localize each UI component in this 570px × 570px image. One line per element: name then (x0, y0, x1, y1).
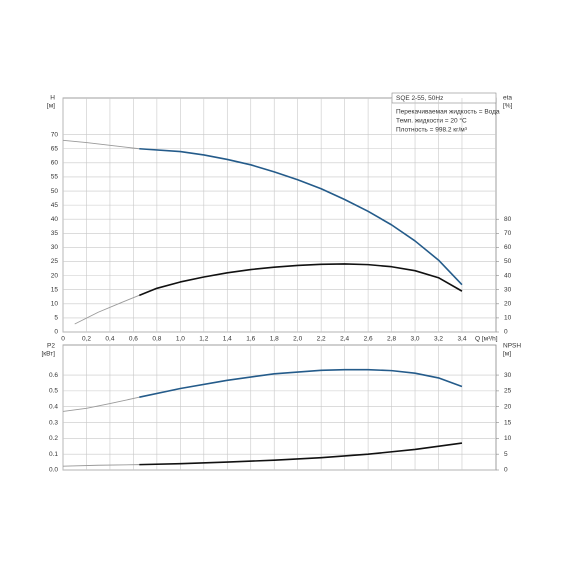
y-tick-label: 60 (51, 160, 59, 167)
curve (139, 368, 463, 399)
y2-tick-label: 70 (504, 230, 512, 237)
y2-tick-label: 5 (504, 451, 508, 458)
y2-unit: [%] (503, 103, 513, 110)
x-tick-label: 2,0 (293, 336, 302, 343)
y-tick-label: 50 (51, 188, 59, 195)
y-tick-label: 20 (51, 272, 59, 279)
y-tick-label: 15 (51, 286, 59, 293)
y2-tick-label: 0 (504, 467, 508, 474)
annotation-line: Плотность = 998.2 кг/м³ (396, 127, 468, 134)
annotation-box (391, 92, 497, 104)
y2-tick-label: 20 (504, 301, 512, 308)
x-tick-label: 1,0 (176, 336, 185, 343)
x-tick-label: 0 (61, 336, 65, 343)
x-tick-label: 3,4 (457, 336, 466, 343)
y-tick-label: 0.4 (49, 403, 58, 410)
y-tick-label: 0.2 (49, 435, 58, 442)
plot-frame (62, 344, 497, 471)
curve (62, 464, 140, 467)
y-tick-label: 0.6 (49, 372, 58, 379)
curve (74, 294, 140, 325)
y-tick-label: 30 (51, 244, 59, 251)
y2-tick-label: 50 (504, 258, 512, 265)
y2-label: NPSH (503, 343, 521, 350)
curve (62, 396, 140, 412)
y2-tick-label: 20 (504, 403, 512, 410)
x-tick-label: 2,6 (364, 336, 373, 343)
annotation-title: SQE 2-55, 50Hz (396, 95, 443, 102)
y-label: P2 (47, 343, 55, 350)
curve (62, 139, 140, 150)
y-tick-label: 10 (51, 301, 59, 308)
y-tick-label: 0 (54, 329, 58, 336)
y-tick-label: 0.0 (49, 467, 58, 474)
y2-tick-label: 15 (504, 419, 512, 426)
x-tick-label: 0,6 (129, 336, 138, 343)
y-label: H (50, 95, 55, 102)
x-tick-label: 3,2 (434, 336, 443, 343)
x-tick-label: 1,4 (223, 336, 232, 343)
y-tick-label: 5 (54, 315, 58, 322)
y-unit: [м] (47, 103, 55, 110)
y-tick-label: 25 (51, 258, 59, 265)
y-tick-label: 35 (51, 230, 59, 237)
y2-unit: [м] (503, 351, 511, 358)
x-label: Q [м³/h] (475, 336, 498, 343)
x-tick-label: 2,4 (340, 336, 349, 343)
y2-tick-label: 30 (504, 372, 512, 379)
x-tick-label: 0,8 (152, 336, 161, 343)
y2-tick-label: 10 (504, 315, 512, 322)
y2-tick-label: 10 (504, 435, 512, 442)
y-unit: [кВт] (41, 351, 55, 358)
y-tick-label: 0.1 (49, 451, 58, 458)
y2-tick-label: 0 (504, 329, 508, 336)
x-tick-label: 2,8 (387, 336, 396, 343)
y2-tick-label: 80 (504, 216, 512, 223)
y2-tick-label: 30 (504, 286, 512, 293)
x-tick-label: 2,2 (317, 336, 326, 343)
y-tick-label: 70 (51, 131, 59, 138)
y2-tick-label: 25 (504, 388, 512, 395)
x-tick-label: 0,2 (82, 336, 91, 343)
x-tick-label: 3,0 (411, 336, 420, 343)
x-tick-label: 1,2 (199, 336, 208, 343)
y2-tick-label: 60 (504, 244, 512, 251)
y-tick-label: 55 (51, 174, 59, 181)
x-tick-label: 1,8 (270, 336, 279, 343)
y2-label: eta (503, 95, 512, 102)
annotation-line: Темп. жидкости = 20 °C (396, 117, 467, 125)
x-tick-label: 0,4 (105, 336, 114, 343)
annotation-line: Перекачиваемая жидкость = Вода (396, 109, 500, 116)
curve (139, 147, 463, 286)
y2-tick-label: 40 (504, 272, 512, 279)
y-tick-label: 0.3 (49, 419, 58, 426)
curve (139, 442, 463, 466)
y-tick-label: 0.5 (49, 388, 58, 395)
x-tick-label: 1,6 (246, 336, 255, 343)
y-tick-label: 65 (51, 145, 59, 152)
curve (138, 263, 463, 297)
y-tick-label: 40 (51, 216, 59, 223)
y-tick-label: 45 (51, 202, 59, 209)
